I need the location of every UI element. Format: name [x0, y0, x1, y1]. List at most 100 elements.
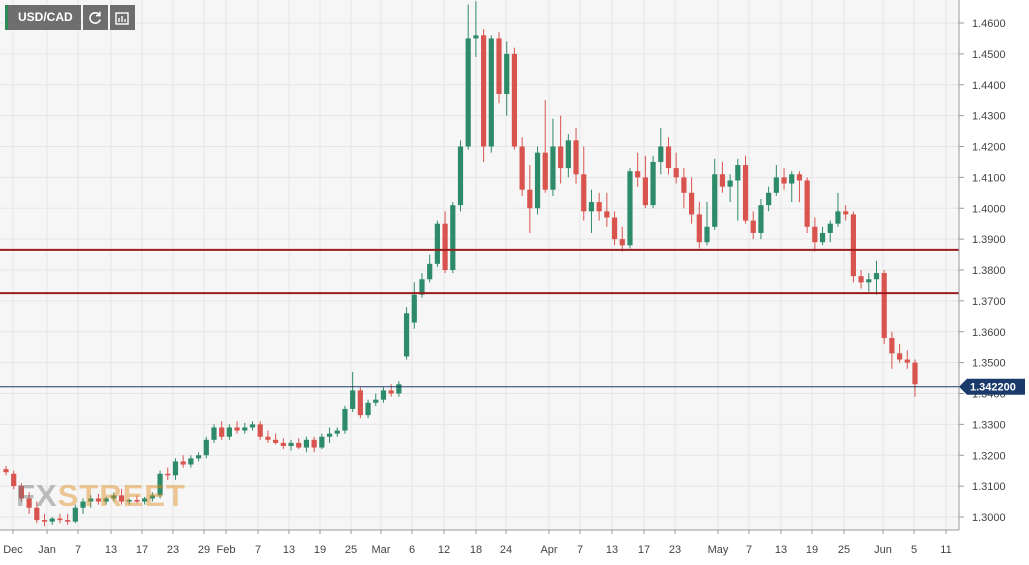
candle-body [534, 152, 541, 209]
x-tick-label: 19 [806, 544, 818, 556]
x-tick-label: 17 [136, 544, 148, 556]
candle [527, 165, 533, 233]
candle [111, 492, 117, 502]
refresh-button[interactable] [82, 5, 108, 30]
candle-body [457, 146, 464, 206]
candle-body [57, 518, 63, 521]
x-tick-label: 6 [409, 544, 415, 556]
candle [396, 381, 402, 397]
candle [858, 270, 864, 289]
candle-body [642, 177, 648, 206]
candle-body [211, 427, 217, 440]
candle [265, 430, 271, 443]
x-tick-label: 25 [345, 544, 357, 556]
candle [827, 220, 833, 243]
candle-body [434, 223, 440, 264]
candle-body [180, 461, 186, 465]
candle [873, 260, 880, 295]
candle-body [904, 359, 910, 363]
last-price-label: 1.342200 [970, 382, 1016, 394]
candle-body [604, 211, 610, 218]
candle-body [288, 442, 294, 446]
candle [188, 455, 194, 468]
candle-body [303, 439, 310, 448]
candle [450, 202, 456, 274]
y-tick-label: 1.4600 [972, 18, 1006, 30]
candle-body [65, 520, 71, 522]
candle [912, 359, 918, 397]
candle-body [41, 520, 48, 522]
x-tick-label: 13 [606, 544, 618, 556]
candle-body [673, 168, 679, 178]
y-tick-label: 1.4200 [972, 142, 1006, 154]
candle [604, 192, 610, 227]
candle-body [234, 427, 240, 431]
candle [457, 140, 464, 212]
x-tick-label: Feb [217, 544, 236, 556]
candle-body [781, 177, 787, 184]
candle [211, 424, 217, 443]
y-tick-label: 1.3200 [972, 450, 1006, 462]
candle-body [719, 174, 726, 187]
candle-body [265, 436, 271, 440]
candle-body [712, 174, 718, 227]
x-tick-label: 7 [255, 544, 261, 556]
candle-body [11, 473, 17, 487]
candle [219, 421, 225, 440]
y-tick-label: 1.3900 [972, 234, 1006, 246]
candle-body [758, 205, 764, 233]
candle [850, 211, 856, 283]
candle [758, 198, 764, 240]
candle-body [3, 469, 9, 473]
candle [357, 387, 363, 419]
candle-body [750, 220, 756, 233]
y-tick-label: 1.4300 [972, 111, 1006, 123]
candle-body [188, 458, 194, 465]
candle-body [403, 313, 410, 357]
candle [835, 192, 841, 227]
candle [165, 467, 171, 480]
candle [781, 168, 787, 190]
x-tick-label: 19 [314, 544, 326, 556]
grid [0, 0, 959, 530]
candle-body [835, 211, 841, 224]
y-tick-label: 1.3700 [972, 296, 1006, 308]
x-tick-label: 7 [746, 544, 752, 556]
candle [142, 496, 148, 505]
candle [573, 127, 579, 184]
indicators-icon [115, 11, 129, 25]
candle-body [26, 498, 32, 508]
candle [442, 211, 448, 274]
indicators-button[interactable] [109, 5, 135, 30]
candle [704, 202, 710, 246]
candle [727, 174, 733, 203]
candle-body [134, 500, 140, 502]
candle-body [88, 498, 94, 502]
candle-body [334, 430, 340, 434]
x-tick-label: Mar [372, 544, 391, 556]
candle [80, 498, 86, 514]
candle [712, 158, 718, 230]
candle [789, 171, 795, 203]
candle-body [280, 442, 286, 446]
candle-body [34, 507, 40, 521]
candle-body [889, 337, 895, 354]
candles [3, 1, 918, 527]
candle-body [350, 390, 356, 409]
candle-body [373, 399, 379, 403]
candle [134, 495, 140, 504]
candle-body [319, 436, 325, 448]
candle [619, 226, 625, 252]
symbol-label[interactable]: USD/CAD [5, 5, 81, 30]
x-tick-label: 25 [838, 544, 850, 556]
candle [689, 177, 695, 224]
candle-body [550, 146, 556, 190]
candle-body [873, 273, 880, 280]
x-tick-label: 5 [911, 544, 917, 556]
chart-toolbar: USD/CAD [5, 5, 135, 30]
candle [427, 254, 433, 283]
candle-body [49, 518, 55, 522]
candle [719, 161, 726, 193]
candle [319, 433, 325, 450]
